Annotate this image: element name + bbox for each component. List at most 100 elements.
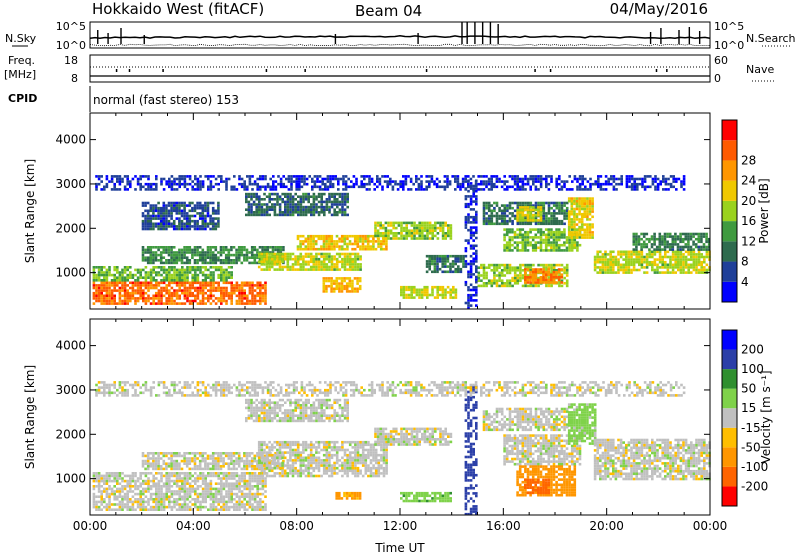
echo-cell xyxy=(175,201,179,205)
echo-cell xyxy=(671,237,675,241)
echo-cell xyxy=(297,205,300,209)
echo-cell xyxy=(475,226,478,229)
echo-cell xyxy=(103,299,106,303)
echo-cell xyxy=(583,215,587,219)
echo-cell xyxy=(110,492,114,496)
echo-cell xyxy=(180,251,184,254)
echo-cell xyxy=(188,182,192,186)
echo-cell xyxy=(682,180,686,183)
echo-cell xyxy=(506,222,509,226)
echo-cell xyxy=(677,177,681,181)
echo-cell xyxy=(382,224,385,227)
echo-cell xyxy=(354,260,357,264)
echo-cell xyxy=(469,226,473,229)
echo-cell xyxy=(204,217,207,220)
echo-cell xyxy=(521,177,525,181)
echo-cell xyxy=(318,175,322,178)
echo-cell xyxy=(315,198,318,201)
echo-cell xyxy=(467,221,470,224)
echo-cell xyxy=(268,255,271,258)
echo-cell xyxy=(168,276,171,279)
echo-cell xyxy=(265,195,269,198)
echo-cell xyxy=(526,230,530,234)
echo-cell xyxy=(214,225,218,228)
echo-cell xyxy=(567,223,571,226)
echo-cell xyxy=(146,219,150,223)
echo-cell xyxy=(493,209,496,213)
echo-cell xyxy=(155,182,158,186)
echo-cell xyxy=(320,195,323,198)
echo-cell xyxy=(346,242,349,246)
echo-cell xyxy=(206,209,210,213)
echo-cell xyxy=(387,237,390,240)
echo-cell xyxy=(170,261,173,265)
echo-cell xyxy=(198,246,202,249)
echo-cell xyxy=(214,177,218,181)
echo-cell xyxy=(532,204,535,207)
echo-cell xyxy=(576,177,579,181)
echo-cell xyxy=(207,188,210,191)
echo-cell xyxy=(374,234,377,238)
echo-cell xyxy=(291,213,295,217)
echo-cell xyxy=(318,180,322,183)
echo-cell xyxy=(289,252,292,256)
echo-cell xyxy=(687,245,690,249)
echo-cell xyxy=(329,177,332,181)
echo-cell xyxy=(354,268,357,271)
echo-cell xyxy=(550,214,553,218)
echo-cell xyxy=(178,180,181,183)
echo-cell xyxy=(243,180,246,183)
echo-cell xyxy=(386,175,389,178)
echo-cell xyxy=(170,253,173,257)
echo-cell xyxy=(615,188,618,191)
echo-cell xyxy=(315,211,318,214)
echo-cell xyxy=(123,479,127,483)
echo-cell xyxy=(573,225,576,229)
echo-cell xyxy=(256,294,259,298)
echo-cell xyxy=(105,474,109,478)
echo-cell xyxy=(105,294,109,298)
echo-cell xyxy=(661,266,664,269)
echo-cell xyxy=(366,242,370,246)
echo-cell xyxy=(191,302,194,305)
echo-cell xyxy=(199,286,202,290)
echo-cell xyxy=(165,206,168,210)
echo-cell xyxy=(282,185,285,189)
echo-cell xyxy=(126,482,129,485)
echo-cell xyxy=(544,233,548,237)
echo-cell xyxy=(199,284,202,287)
echo-cell xyxy=(703,266,706,269)
echo-cell xyxy=(359,257,362,261)
echo-cell xyxy=(129,294,132,298)
echo-cell xyxy=(295,177,298,181)
noise-tick-top-right: 10^5 xyxy=(714,20,744,33)
echo-cell xyxy=(511,243,514,247)
echo-cell xyxy=(286,213,290,217)
echo-cell xyxy=(165,271,168,274)
echo-cell xyxy=(258,211,261,214)
echo-cell xyxy=(400,285,403,289)
echo-cell xyxy=(542,177,545,181)
echo-cell xyxy=(547,273,550,276)
echo-cell xyxy=(331,182,335,186)
echo-cell xyxy=(578,207,581,211)
echo-cell xyxy=(312,205,316,209)
echo-cell xyxy=(461,185,465,189)
echo-cell xyxy=(178,182,181,186)
echo-cell xyxy=(194,268,197,272)
echo-cell xyxy=(256,281,259,285)
echo-cell xyxy=(131,479,135,483)
echo-cell xyxy=(170,206,173,210)
echo-cell xyxy=(188,302,192,305)
echo-cell xyxy=(206,225,210,228)
echo-cell xyxy=(333,195,336,198)
echo-cell xyxy=(573,199,576,203)
echo-cell xyxy=(330,200,334,204)
echo-cell xyxy=(330,240,334,243)
echo-cell xyxy=(516,241,519,244)
echo-cell xyxy=(227,251,231,254)
echo-cell xyxy=(338,247,341,251)
echo-cell xyxy=(320,255,323,258)
echo-cell xyxy=(238,294,241,298)
colorbar-swatch xyxy=(722,180,737,201)
